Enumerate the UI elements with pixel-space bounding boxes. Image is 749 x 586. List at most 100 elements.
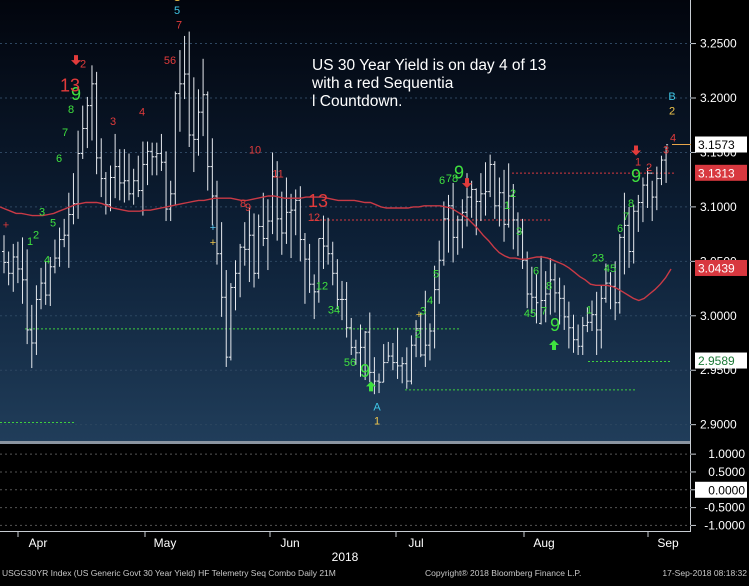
sequential-label: 3 [420, 306, 426, 318]
arrow-up-icon [549, 340, 559, 350]
sequential-label: 9 [360, 361, 370, 381]
sequential-label: 2 [510, 188, 516, 200]
sequential-label: 8 [628, 198, 634, 210]
sequential-label: 1 [635, 157, 641, 169]
oscillator-current-label: 0.0000 [708, 483, 745, 497]
sequential-label: 7 [176, 19, 182, 31]
sequential-label: 6 [533, 265, 539, 277]
x-tick-label: Aug [533, 536, 554, 550]
sequential-labels: +12345678913234567C5++89101113121234569A… [3, 0, 676, 428]
x-tick-label: Jul [408, 536, 423, 550]
y-tick-label: 2.9000 [700, 418, 737, 432]
sequential-label: 2 [669, 105, 675, 117]
sequential-label: 56 [344, 357, 356, 369]
x-tick-label: May [154, 536, 177, 550]
sequential-label: 1 [504, 200, 510, 212]
annotation-line-2: with a red Sequentia [311, 75, 454, 92]
oscillator-panel: 1.0000 0.5000 -0.5000 -1.0000 0.0000 [0, 447, 747, 532]
sequential-label: 3 [516, 226, 522, 238]
sequential-label: 13 [308, 191, 328, 211]
y-tick-label: 3.2000 [700, 91, 737, 105]
price-bars [2, 31, 669, 395]
price-tag-label: 3.1573 [698, 138, 735, 152]
sequential-label: 5 [174, 5, 180, 17]
sequential-label: 8 [240, 198, 246, 210]
sequential-label: 9 [71, 84, 81, 104]
arrow-down-icon [462, 178, 472, 189]
sequential-label: 7 [62, 127, 68, 139]
y-tick-label: 3.0000 [700, 309, 737, 323]
sequential-label: 3 [110, 116, 116, 128]
sequential-label: 56 [164, 55, 176, 67]
price-tag [695, 136, 747, 153]
moving-average [0, 195, 672, 302]
sequential-label: + [210, 237, 216, 249]
sequential-label: 3 [39, 207, 45, 219]
sequential-label: 45 [604, 263, 616, 275]
annotation-line-3: l Countdown. [312, 93, 402, 110]
oscillator-tick-label: -1.0000 [704, 518, 745, 532]
sequential-label: 23 [592, 252, 604, 264]
sequential-label: 11 [272, 168, 283, 180]
level-lines [0, 143, 691, 423]
sequential-label: 5 [50, 217, 56, 229]
sequential-label: 1 [586, 305, 592, 317]
arrow-down-icon [631, 145, 641, 156]
x-year-label: 2018 [332, 550, 359, 564]
arrow-up-icon [366, 381, 376, 392]
footer-left: USGG30YR Index (US Generic Govt 30 Year … [2, 568, 336, 578]
sequential-label: 7 [541, 306, 547, 318]
sequential-label: + [416, 309, 422, 321]
sequential-label: 6 [439, 175, 445, 187]
sequential-label: 9 [245, 202, 251, 214]
sequential-label: 4 [44, 255, 50, 267]
sequential-label: 10 [249, 145, 261, 157]
sequential-label: 12 [308, 212, 320, 224]
sequential-label: 34 [328, 305, 340, 317]
footer-right: 17-Sep-2018 08:18:32 [662, 568, 747, 578]
annotation-line-1: US 30 Year Yield is on day 4 of 13 [312, 57, 546, 74]
gridlines [0, 43, 691, 426]
sequential-label: 78 [446, 173, 458, 185]
sequential-label: B [668, 91, 675, 103]
x-tick-label: Jun [280, 536, 299, 550]
oscillator-tick-label: -0.5000 [704, 501, 745, 515]
oscillator-tick-label: 0.5000 [708, 465, 745, 479]
sequential-label: 2 [80, 59, 86, 71]
price-tag-label: 2.9589 [698, 354, 735, 368]
price-tag-label: 3.0439 [698, 261, 735, 275]
price-tag [695, 164, 747, 181]
oscillator-tick-label: 1.0000 [708, 447, 745, 461]
x-tick-label: Apr [29, 536, 48, 550]
sequential-label: 4 [139, 106, 145, 118]
sequential-label: C [173, 0, 181, 4]
sequential-label: 2 [33, 229, 39, 241]
main-plot-area [0, 0, 691, 441]
oscillator-current-tag [695, 481, 747, 498]
x-axis: Apr May Jun Jul Aug Sep 2018 [17, 532, 679, 564]
sequential-label: + [3, 220, 9, 232]
price-tag-label: 3.1313 [698, 166, 735, 180]
sequential-label: 13 [60, 75, 80, 95]
sequential-label: + [210, 222, 216, 234]
sequential-label: 4 [670, 133, 676, 145]
sequential-label: 2 [646, 162, 652, 174]
arrow-down-icon [71, 55, 81, 66]
sequential-label: 8 [68, 104, 74, 116]
sequential-label: 8 [546, 281, 552, 293]
sequential-label: 45 [524, 308, 536, 320]
price-tag [695, 259, 747, 276]
oscillator-plot-area [0, 444, 691, 531]
sequential-label: 12 [316, 281, 328, 293]
sequential-label: 5 [433, 269, 439, 281]
x-tick-label: Sep [657, 536, 679, 550]
sequential-label: 1 [374, 416, 380, 428]
moving-average-line [0, 195, 672, 302]
sequential-label: 6 [617, 223, 623, 235]
sequential-label: 9 [631, 166, 641, 186]
sequential-label: 3 [663, 145, 669, 157]
y-tick-label: 3.1000 [700, 200, 737, 214]
price-tag [695, 352, 747, 369]
